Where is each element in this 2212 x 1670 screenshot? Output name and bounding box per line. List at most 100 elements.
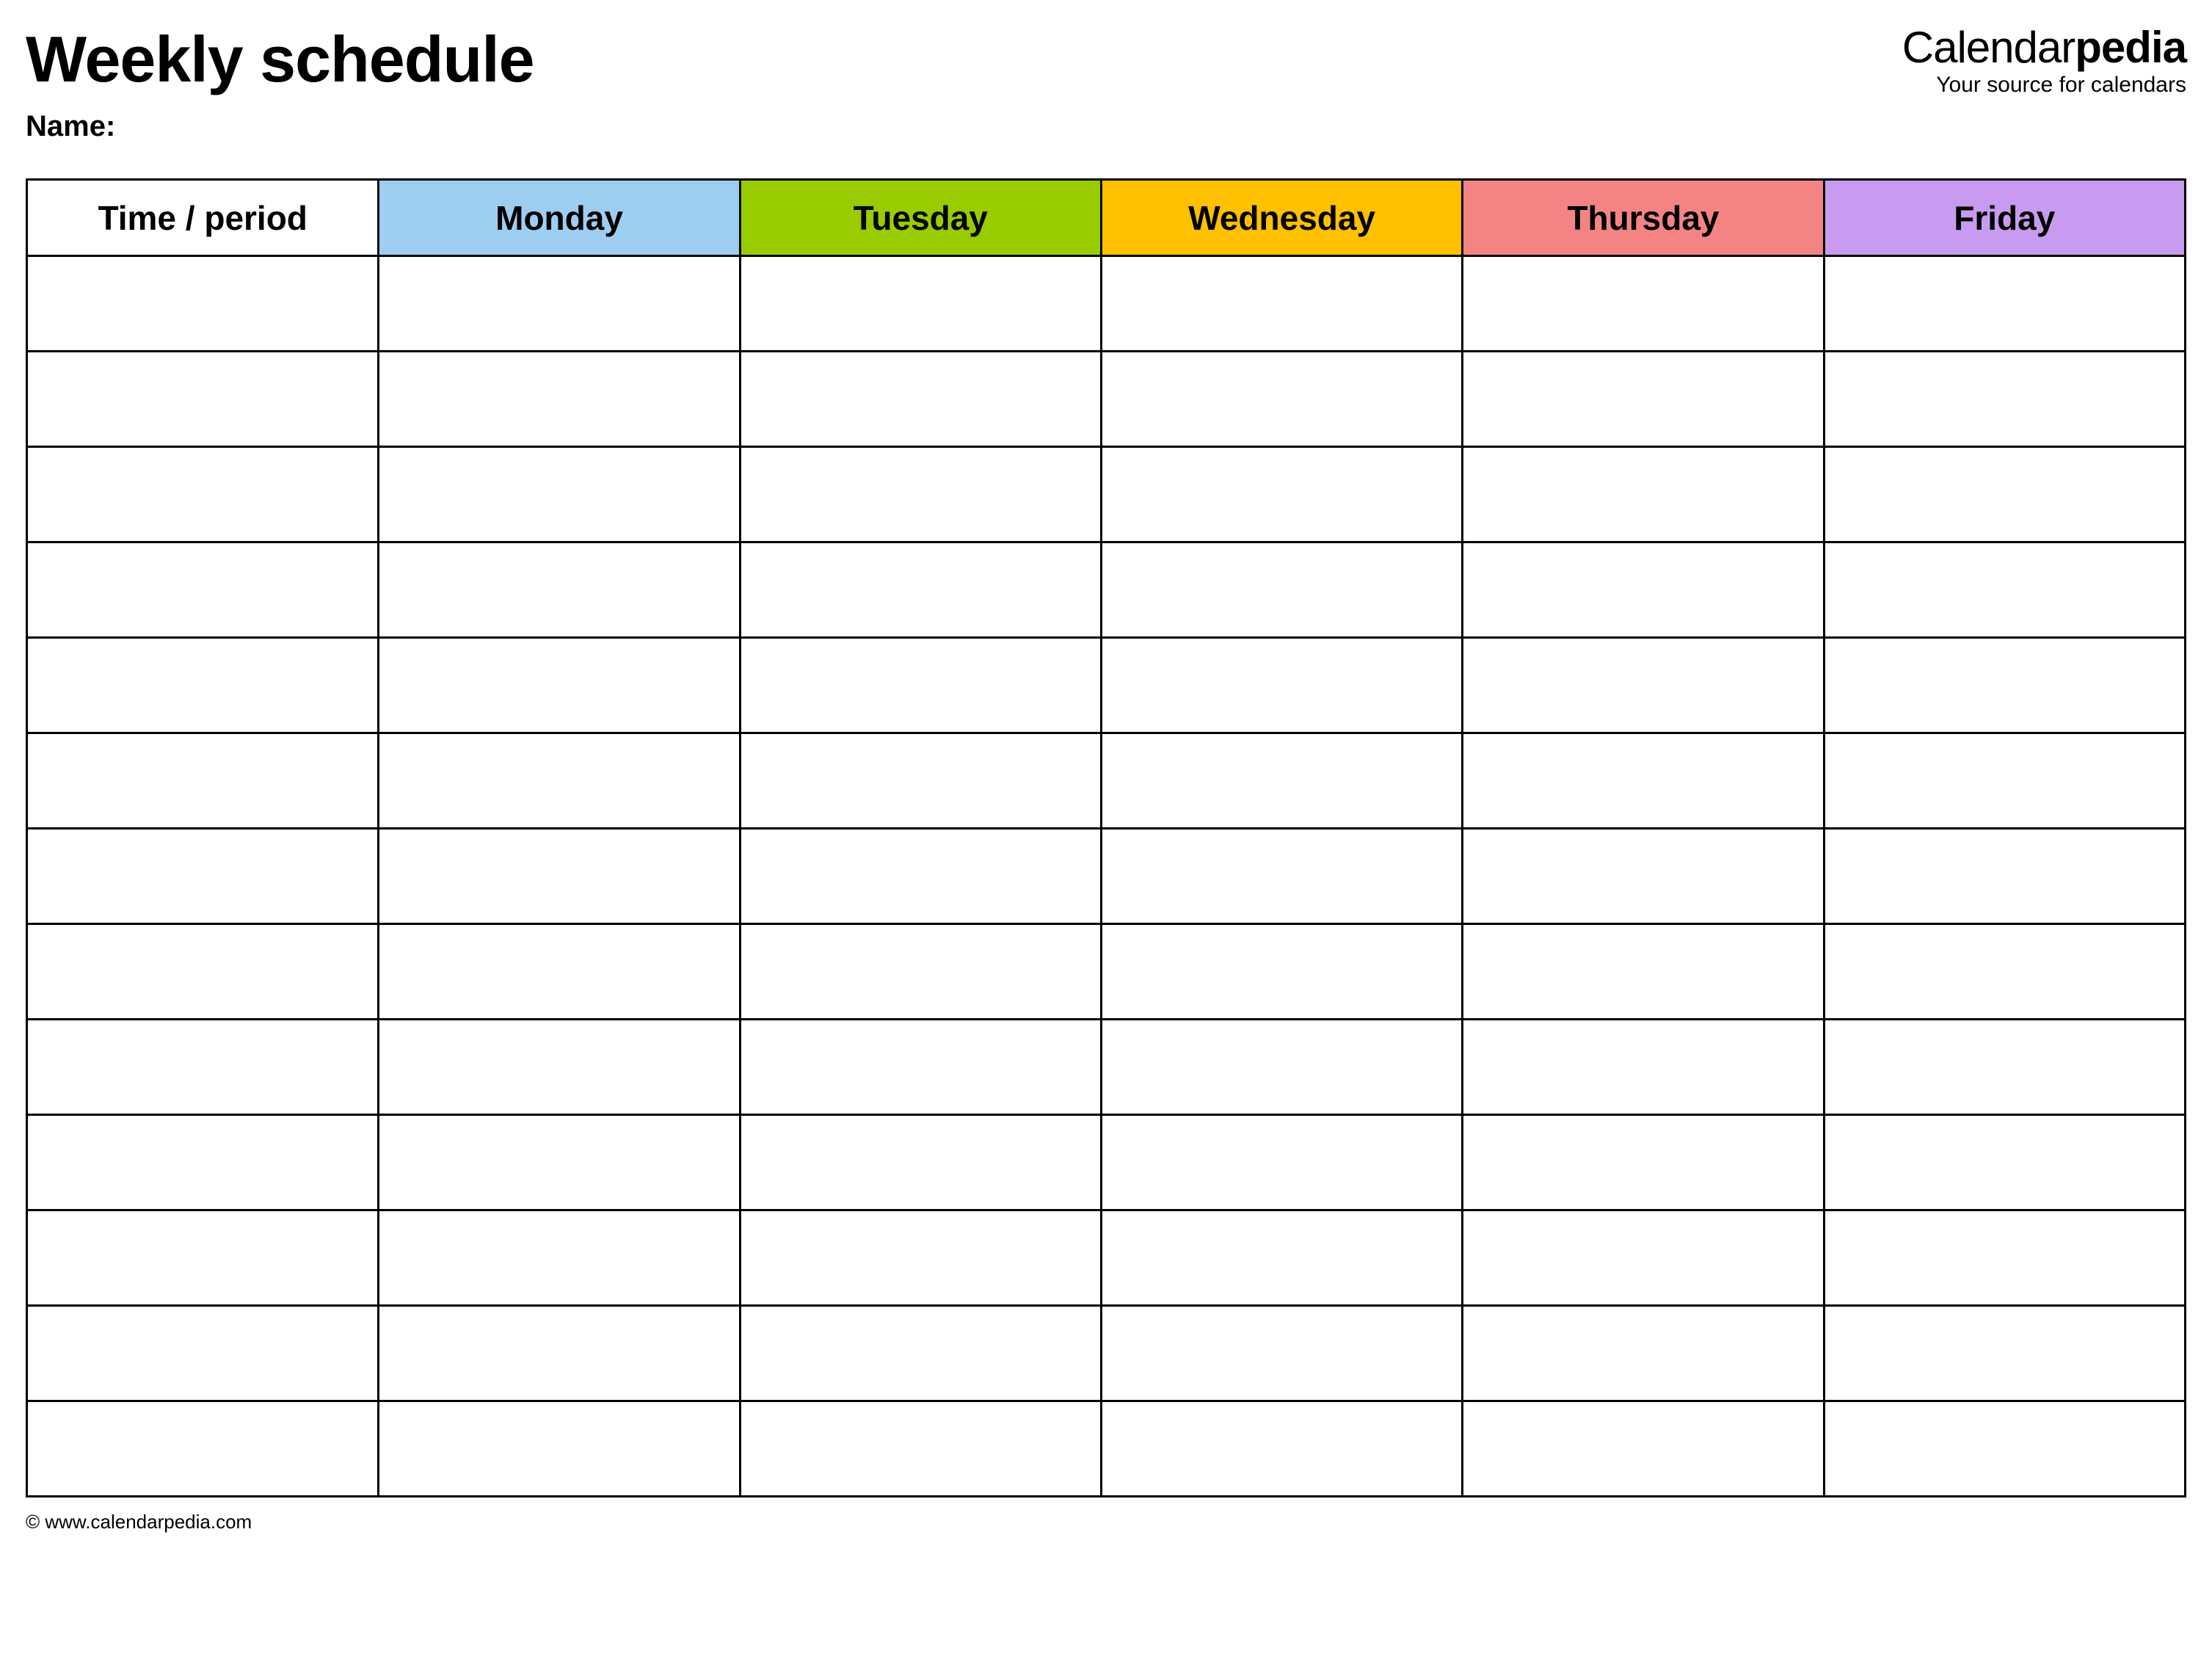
table-cell <box>1102 256 1463 352</box>
table-cell <box>740 1210 1101 1306</box>
table-cell <box>27 256 379 352</box>
table-cell <box>740 638 1101 733</box>
table-row <box>27 542 2186 638</box>
table-cell <box>1824 1306 2185 1401</box>
table-cell <box>1102 447 1463 542</box>
table-cell <box>740 1401 1101 1497</box>
table-row <box>27 1115 2186 1210</box>
table-cell <box>1463 256 1824 352</box>
table-cell <box>1824 924 2185 1020</box>
column-header-time: Time / period <box>27 180 379 256</box>
table-cell <box>1463 352 1824 447</box>
table-cell <box>379 733 740 829</box>
table-cell <box>740 924 1101 1020</box>
table-row <box>27 829 2186 924</box>
table-cell <box>1463 447 1824 542</box>
header-left: Weekly schedule Name: <box>26 22 534 143</box>
table-row <box>27 638 2186 733</box>
table-cell <box>379 1020 740 1115</box>
table-cell <box>740 1020 1101 1115</box>
table-cell <box>1102 1020 1463 1115</box>
brand-name: Calendarpedia <box>1902 26 2186 70</box>
table-cell <box>740 542 1101 638</box>
table-cell <box>1824 542 2185 638</box>
table-cell <box>379 447 740 542</box>
table-cell <box>1463 829 1824 924</box>
table-row <box>27 924 2186 1020</box>
table-cell <box>27 542 379 638</box>
table-cell <box>1463 733 1824 829</box>
table-body <box>27 256 2186 1497</box>
table-cell <box>27 352 379 447</box>
page-title: Weekly schedule <box>26 22 534 97</box>
column-header-tuesday: Tuesday <box>740 180 1101 256</box>
table-row <box>27 1210 2186 1306</box>
table-cell <box>27 447 379 542</box>
table-cell <box>1824 352 2185 447</box>
table-cell <box>1102 733 1463 829</box>
table-row <box>27 256 2186 352</box>
table-cell <box>1463 542 1824 638</box>
table-cell <box>379 1306 740 1401</box>
table-cell <box>27 1306 379 1401</box>
column-header-friday: Friday <box>1824 180 2185 256</box>
table-row <box>27 1020 2186 1115</box>
column-header-thursday: Thursday <box>1463 180 1824 256</box>
table-head: Time / periodMondayTuesdayWednesdayThurs… <box>27 180 2186 256</box>
table-cell <box>379 924 740 1020</box>
table-cell <box>1824 256 2185 352</box>
column-header-wednesday: Wednesday <box>1102 180 1463 256</box>
table-cell <box>379 542 740 638</box>
name-label: Name: <box>26 110 534 143</box>
schedule-table: Time / periodMondayTuesdayWednesdayThurs… <box>26 178 2186 1497</box>
table-cell <box>27 829 379 924</box>
table-cell <box>1102 1401 1463 1497</box>
table-cell <box>740 352 1101 447</box>
table-row <box>27 1306 2186 1401</box>
table-cell <box>27 638 379 733</box>
column-header-monday: Monday <box>379 180 740 256</box>
table-cell <box>1824 1115 2185 1210</box>
table-cell <box>27 924 379 1020</box>
table-cell <box>1463 1306 1824 1401</box>
table-cell <box>379 638 740 733</box>
table-cell <box>1463 638 1824 733</box>
brand-tagline: Your source for calendars <box>1902 73 2186 98</box>
table-cell <box>740 733 1101 829</box>
table-cell <box>379 352 740 447</box>
table-cell <box>1102 1306 1463 1401</box>
table-cell <box>1463 1115 1824 1210</box>
table-cell <box>379 1401 740 1497</box>
table-cell <box>379 1210 740 1306</box>
table-row <box>27 447 2186 542</box>
table-cell <box>27 1020 379 1115</box>
table-cell <box>1102 638 1463 733</box>
table-cell <box>1102 829 1463 924</box>
table-cell <box>1102 1210 1463 1306</box>
header-row: Time / periodMondayTuesdayWednesdayThurs… <box>27 180 2186 256</box>
table-cell <box>1824 638 2185 733</box>
table-cell <box>1463 1401 1824 1497</box>
table-cell <box>740 256 1101 352</box>
brand-name-suffix: pedia <box>2075 23 2186 72</box>
table-cell <box>1102 924 1463 1020</box>
table-cell <box>1102 542 1463 638</box>
table-cell <box>27 1115 379 1210</box>
table-cell <box>740 447 1101 542</box>
table-cell <box>1824 733 2185 829</box>
table-cell <box>1463 1020 1824 1115</box>
table-cell <box>1824 829 2185 924</box>
table-cell <box>379 829 740 924</box>
brand-block: Calendarpedia Your source for calendars <box>1902 22 2186 98</box>
footer-copyright: © www.calendarpedia.com <box>26 1511 2186 1533</box>
table-cell <box>1463 1210 1824 1306</box>
table-cell <box>1824 1401 2185 1497</box>
header: Weekly schedule Name: Calendarpedia Your… <box>26 22 2186 143</box>
table-row <box>27 1401 2186 1497</box>
table-cell <box>27 1210 379 1306</box>
table-cell <box>379 256 740 352</box>
table-cell <box>1824 447 2185 542</box>
table-cell <box>27 733 379 829</box>
table-cell <box>740 1306 1101 1401</box>
table-cell <box>27 1401 379 1497</box>
